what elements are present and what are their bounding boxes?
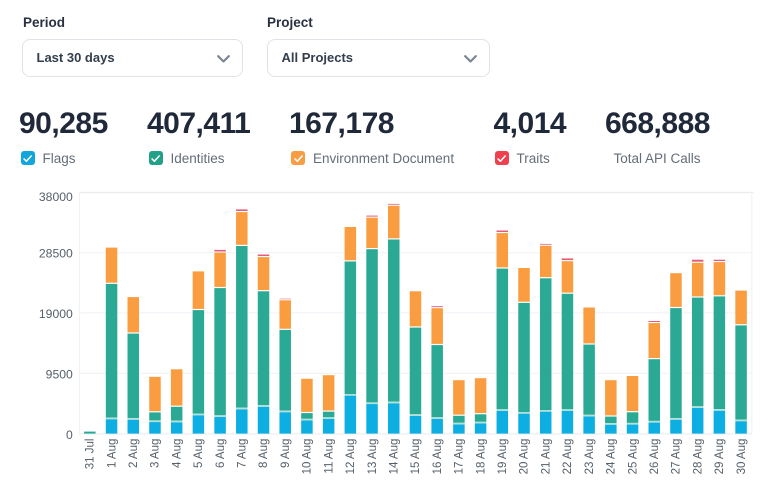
- svg-text:25 Aug: 25 Aug: [627, 439, 639, 475]
- svg-text:18 Aug: 18 Aug: [475, 439, 487, 475]
- svg-text:5 Aug: 5 Aug: [193, 439, 205, 468]
- svg-text:26 Aug: 26 Aug: [649, 439, 661, 475]
- svg-text:11 Aug: 11 Aug: [323, 439, 335, 474]
- svg-text:9500: 9500: [46, 367, 73, 381]
- svg-text:9 Aug: 9 Aug: [280, 439, 292, 468]
- svg-text:21 Aug: 21 Aug: [540, 439, 552, 475]
- svg-text:16 Aug: 16 Aug: [432, 439, 444, 475]
- svg-text:28 Aug: 28 Aug: [692, 439, 704, 475]
- svg-text:22 Aug: 22 Aug: [562, 439, 574, 475]
- svg-text:3 Aug: 3 Aug: [150, 439, 162, 468]
- svg-text:19 Aug: 19 Aug: [497, 439, 509, 475]
- svg-text:15 Aug: 15 Aug: [410, 439, 422, 475]
- svg-text:38000: 38000: [39, 190, 73, 204]
- svg-text:12 Aug: 12 Aug: [345, 439, 357, 475]
- svg-text:17 Aug: 17 Aug: [454, 439, 466, 475]
- svg-text:8 Aug: 8 Aug: [258, 439, 270, 468]
- svg-text:4 Aug: 4 Aug: [171, 439, 183, 468]
- svg-text:19000: 19000: [39, 307, 73, 321]
- svg-text:7 Aug: 7 Aug: [237, 439, 249, 468]
- svg-text:0: 0: [66, 428, 73, 442]
- svg-text:27 Aug: 27 Aug: [671, 439, 683, 475]
- svg-text:29 Aug: 29 Aug: [714, 439, 726, 475]
- svg-text:24 Aug: 24 Aug: [606, 439, 618, 475]
- svg-text:6 Aug: 6 Aug: [215, 439, 227, 468]
- svg-text:1 Aug: 1 Aug: [106, 439, 118, 468]
- svg-text:20 Aug: 20 Aug: [519, 439, 531, 475]
- svg-text:31 Jul: 31 Jul: [85, 439, 97, 470]
- svg-text:2 Aug: 2 Aug: [128, 439, 140, 468]
- svg-text:14 Aug: 14 Aug: [388, 439, 400, 475]
- svg-text:23 Aug: 23 Aug: [584, 439, 596, 475]
- svg-text:28500: 28500: [39, 247, 73, 261]
- svg-text:30 Aug: 30 Aug: [736, 439, 748, 475]
- svg-text:10 Aug: 10 Aug: [302, 439, 314, 475]
- svg-text:13 Aug: 13 Aug: [367, 439, 379, 475]
